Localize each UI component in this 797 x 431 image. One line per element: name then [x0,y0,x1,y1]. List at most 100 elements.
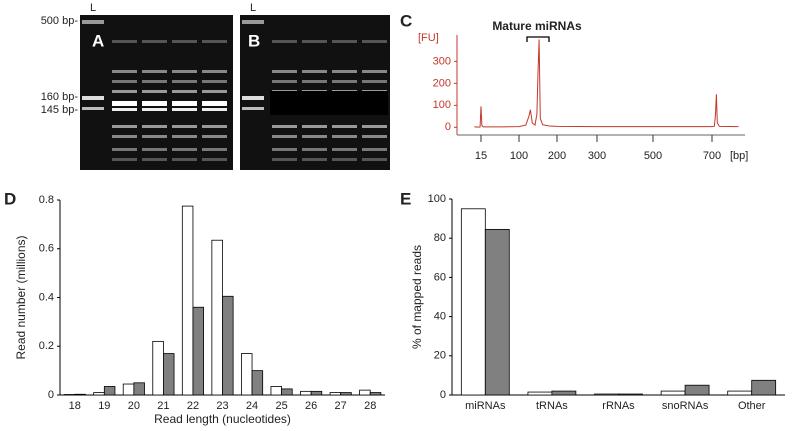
sample-band [112,108,137,111]
panel-letter: A [92,31,104,50]
marker-label: 145 bp- [41,104,79,116]
bar [211,239,223,396]
x-tick-label: miRNAs [465,400,506,412]
bar [93,392,105,396]
x-tick-label: 200 [548,150,566,162]
sample-band [302,135,327,138]
sample-band [142,101,167,106]
sample-band [332,135,357,138]
sample-band [302,80,327,83]
x-tick-label: 19 [98,400,110,412]
bar [359,389,371,396]
bar [241,353,253,396]
x-tick-label: 18 [69,400,81,412]
bar [751,379,777,396]
ladder-label: L [250,2,256,14]
bar [300,390,312,396]
bar [181,205,194,396]
sample-band [202,40,227,43]
sample-band [362,148,387,151]
sample-band [332,158,357,161]
bar [74,393,86,396]
sample-band [272,70,297,73]
sample-band [362,158,387,161]
bar [103,386,116,396]
sample-band [202,108,227,111]
bar [594,393,619,396]
x-tick-label: 28 [364,400,376,412]
sample-band [362,80,387,83]
sample-band [202,125,227,128]
sample-band [142,90,167,93]
bar [527,391,553,396]
sample-band [142,125,167,128]
sample-band [172,158,197,161]
sample-band [172,80,197,83]
ladder-lane [242,96,264,100]
bar [133,382,145,396]
x-axis-label: Read length (nucleotides) [154,412,291,426]
sample-band [302,158,327,161]
sample-band [362,70,387,73]
sample-band [332,80,357,83]
y-tick-label: 0 [48,389,54,401]
bar [222,295,234,396]
y-tick-label: 0 [440,389,446,401]
sample-band [272,148,297,151]
y-tick-label: 300 [433,55,451,67]
sample-band [332,70,357,73]
sample-band [302,125,327,128]
panel-letter: B [248,31,260,50]
y-tick-label: 60 [434,271,446,283]
sample-band [332,40,357,43]
x-tick-label: 15 [475,150,487,162]
sample-band [172,125,197,128]
sample-band [172,70,197,73]
sample-band [332,125,357,128]
marker-label: 160 bp- [41,91,79,103]
y-tick-label: 0.4 [39,291,54,303]
sample-band [332,148,357,151]
panel-letter: D [4,189,16,208]
marker-label: 500 bp- [41,15,79,27]
y-tick-label: 200 [433,77,451,89]
bar [727,390,753,396]
sample-band [142,135,167,138]
bar [270,386,282,396]
x-tick-label: 27 [335,400,347,412]
x-tick-label: 22 [187,400,199,412]
y-tick-label: 0.6 [39,243,54,255]
x-tick-label: 100 [510,150,528,162]
y-tick-label: 100 [433,99,451,111]
ladder-lane [242,107,264,110]
ladder-lane [82,20,104,24]
sample-band [202,80,227,83]
ladder-label: L [90,2,96,14]
sample-band [202,101,227,106]
bar [684,384,710,396]
sample-band [112,80,137,83]
excised-region [270,91,388,115]
bracket [526,36,550,42]
bar [329,392,342,396]
y-tick-label: 100 [428,193,446,205]
gel-bands [82,20,388,161]
x-tick-label: 500 [644,150,662,162]
sample-band [142,40,167,43]
sample-band [112,125,137,128]
bar [152,340,164,396]
sample-band [142,108,167,111]
bar [340,392,352,396]
bar [551,390,577,396]
y-tick-label: 80 [434,232,446,244]
sample-band [302,40,327,43]
x-tick-label: 700 [703,150,721,162]
sample-band [272,135,297,138]
x-tick-label: 25 [275,400,287,412]
bar [251,370,264,396]
sample-band [202,148,227,151]
sample-band [272,80,297,83]
ladder-lane [242,20,264,24]
